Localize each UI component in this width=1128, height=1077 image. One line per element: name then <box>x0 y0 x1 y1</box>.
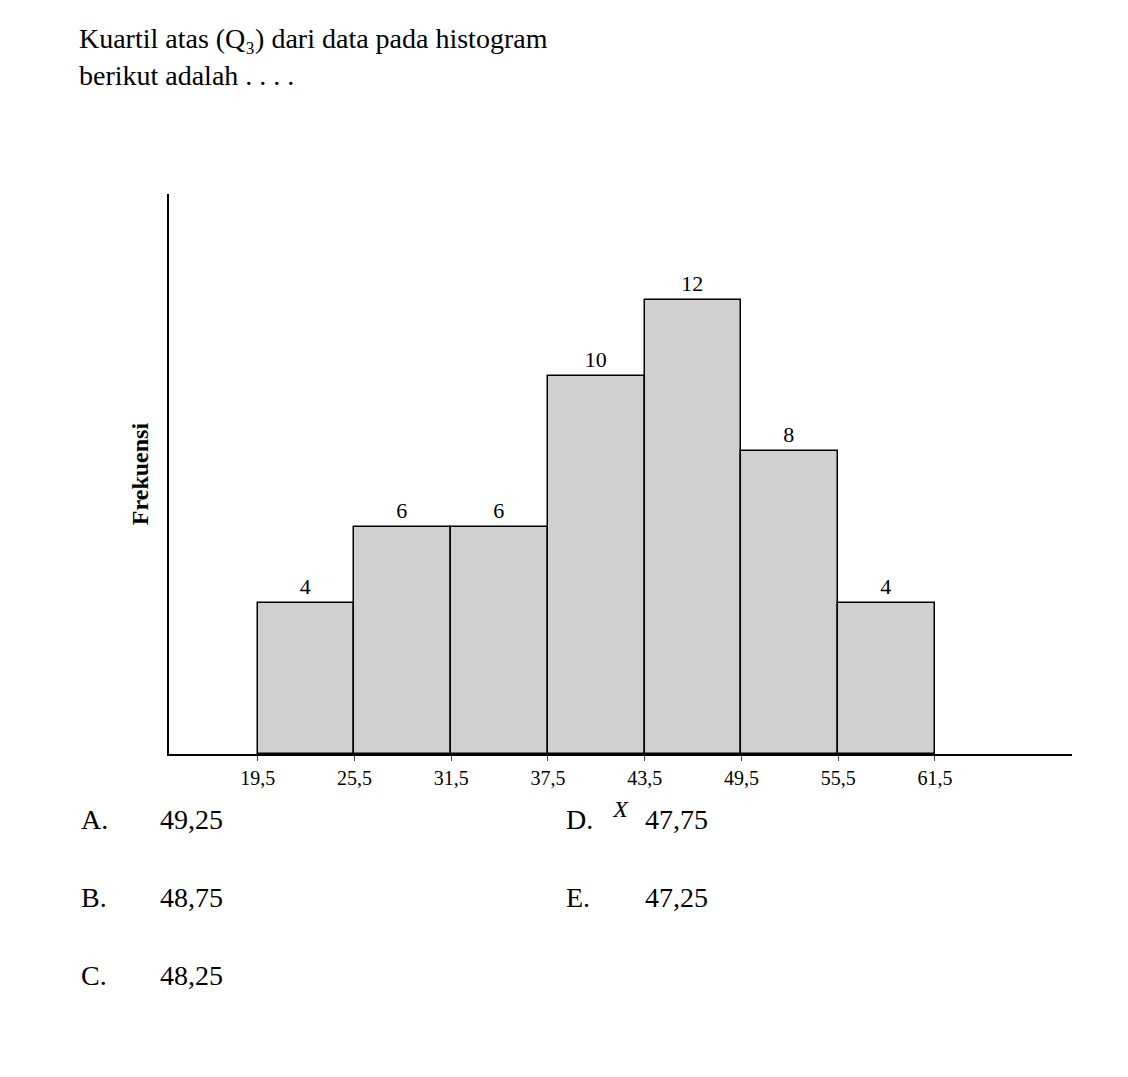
svg-text:31,5: 31,5 <box>434 767 469 789</box>
svg-text:4: 4 <box>880 574 891 599</box>
svg-text:Kuartil atas (Q₃) dari data pa: Kuartil atas (Q₃) dari data pada histogr… <box>79 23 548 90</box>
svg-text:Frekuensi: Frekuensi <box>127 423 153 526</box>
svg-text:D.: D. <box>566 804 593 835</box>
svg-text:A.: A. <box>81 804 108 835</box>
svg-text:E.: E. <box>566 882 590 913</box>
svg-text:19,5: 19,5 <box>240 767 275 789</box>
svg-text:C.: C. <box>81 960 107 991</box>
svg-text:B.: B. <box>81 882 107 913</box>
svg-text:6: 6 <box>493 498 504 523</box>
svg-text:12: 12 <box>681 271 703 296</box>
svg-text:4: 4 <box>300 574 311 599</box>
svg-text:61,5: 61,5 <box>917 767 952 789</box>
svg-text:37,5: 37,5 <box>530 767 565 789</box>
svg-text:25,5: 25,5 <box>337 767 372 789</box>
svg-text:49,5: 49,5 <box>724 767 759 789</box>
svg-text:10: 10 <box>585 347 607 372</box>
svg-text:48,75: 48,75 <box>160 882 223 913</box>
svg-text:49,25: 49,25 <box>160 804 223 835</box>
svg-text:47,25: 47,25 <box>645 882 708 913</box>
svg-text:8: 8 <box>783 422 794 447</box>
svg-text:55,5: 55,5 <box>821 767 856 789</box>
svg-text:47,75: 47,75 <box>645 804 708 835</box>
svg-text:43,5: 43,5 <box>627 767 662 789</box>
svg-text:X: X <box>612 796 629 822</box>
svg-text:48,25: 48,25 <box>160 960 223 991</box>
svg-text:6: 6 <box>396 498 407 523</box>
